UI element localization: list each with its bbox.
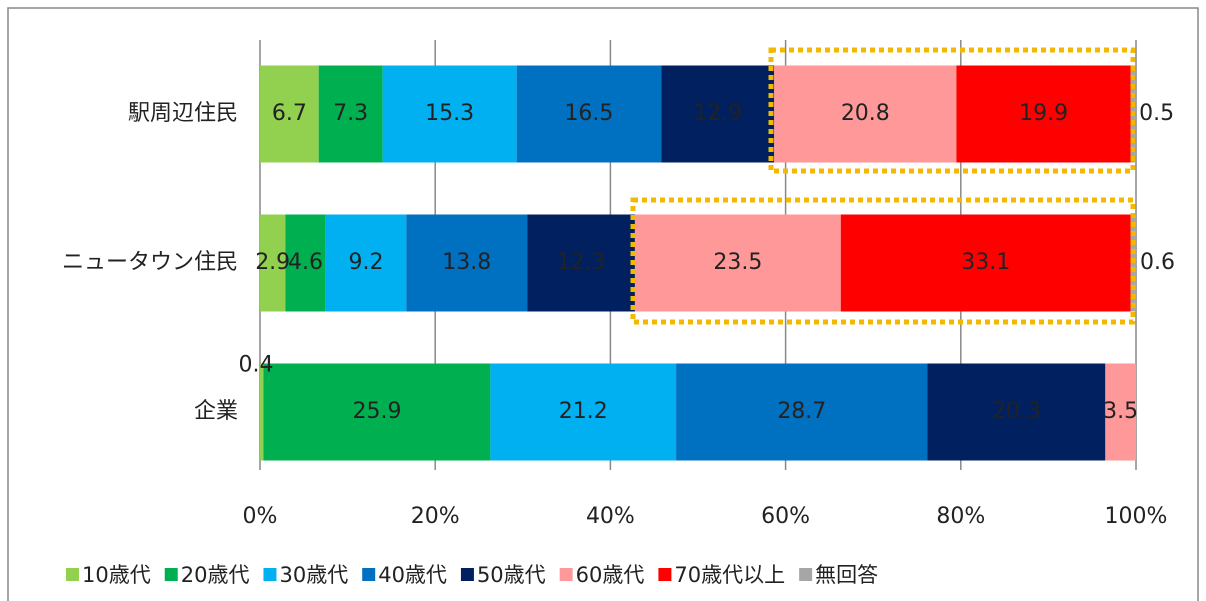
data-label: 28.7 (777, 399, 826, 424)
data-label: 2.9 (255, 250, 290, 275)
bar-segment (676, 363, 928, 461)
x-tick-label: 60% (761, 504, 810, 529)
x-tick-label: 20% (411, 504, 460, 529)
bar-segment (634, 214, 841, 312)
bar-segment (774, 65, 957, 163)
legend-swatch (164, 568, 178, 581)
data-label: 6.7 (272, 101, 307, 126)
bar-segment (661, 65, 775, 163)
bar-segment (406, 214, 528, 312)
bar-segment (260, 363, 264, 461)
data-label: 25.9 (352, 399, 401, 424)
category-label: ニュータウン住民 (62, 250, 238, 275)
data-label: 13.8 (442, 250, 491, 275)
bars (260, 65, 1136, 461)
bar-segment (325, 214, 407, 312)
legend-label: 40歳代 (378, 563, 447, 587)
bar-segment (527, 214, 635, 312)
bar-segment (263, 363, 491, 461)
x-tick-label: 40% (586, 504, 635, 529)
data-label: 15.3 (425, 101, 474, 126)
category-label: 駅周辺住民 (128, 101, 238, 126)
data-label: 12.9 (693, 101, 742, 126)
data-label: 0.5 (1139, 101, 1174, 126)
data-label: 33.1 (961, 250, 1010, 275)
legend-label: 50歳代 (477, 563, 546, 587)
data-label: 9.2 (348, 250, 383, 275)
data-label: 20.3 (992, 399, 1041, 424)
legend-label: 無回答 (815, 563, 878, 587)
data-label: 12.3 (557, 250, 606, 275)
legend-label: 60歳代 (576, 563, 645, 587)
legend-swatch (362, 568, 376, 581)
legend-label: 30歳代 (279, 563, 348, 587)
legend-swatch (799, 568, 813, 581)
bar-segment (260, 214, 286, 312)
bar-segment (260, 65, 319, 163)
bar-segment (840, 214, 1131, 312)
x-tick-label: 80% (936, 504, 985, 529)
bar-segment (1105, 363, 1136, 461)
bar-segment (318, 65, 383, 163)
data-label: 0.4 (239, 353, 274, 378)
legend-swatch (263, 568, 277, 581)
bar-segment (927, 363, 1106, 461)
data-label: 19.9 (1019, 101, 1068, 126)
legend-swatch (658, 568, 672, 581)
bar-segment (956, 65, 1131, 163)
x-tick-label: 100% (1105, 504, 1168, 529)
x-tick-label: 0% (243, 504, 278, 529)
data-label: 3.5 (1103, 399, 1138, 424)
category-label: 企業 (194, 399, 238, 424)
legend-swatch (66, 568, 79, 581)
data-label: 20.8 (841, 101, 890, 126)
bar-segment (516, 65, 662, 163)
legend-label: 20歳代 (181, 563, 250, 587)
bar-segment (382, 65, 517, 163)
data-label: 0.6 (1140, 250, 1175, 275)
frame (7, 7, 1199, 601)
data-label: 21.2 (559, 399, 608, 424)
highlight-box (630, 197, 1136, 325)
legend-label: 10歳代 (82, 563, 151, 587)
bar-segment (490, 363, 677, 461)
data-label: 23.5 (713, 250, 762, 275)
legend-swatch (559, 568, 573, 581)
legend-swatch (460, 568, 474, 581)
legend-label: 70歳代以上 (674, 563, 785, 587)
data-label: 7.3 (333, 101, 368, 126)
data-label: 4.6 (288, 250, 323, 275)
data-label: 16.5 (564, 101, 613, 126)
bar-segment (285, 214, 326, 312)
highlight-box (768, 47, 1136, 174)
